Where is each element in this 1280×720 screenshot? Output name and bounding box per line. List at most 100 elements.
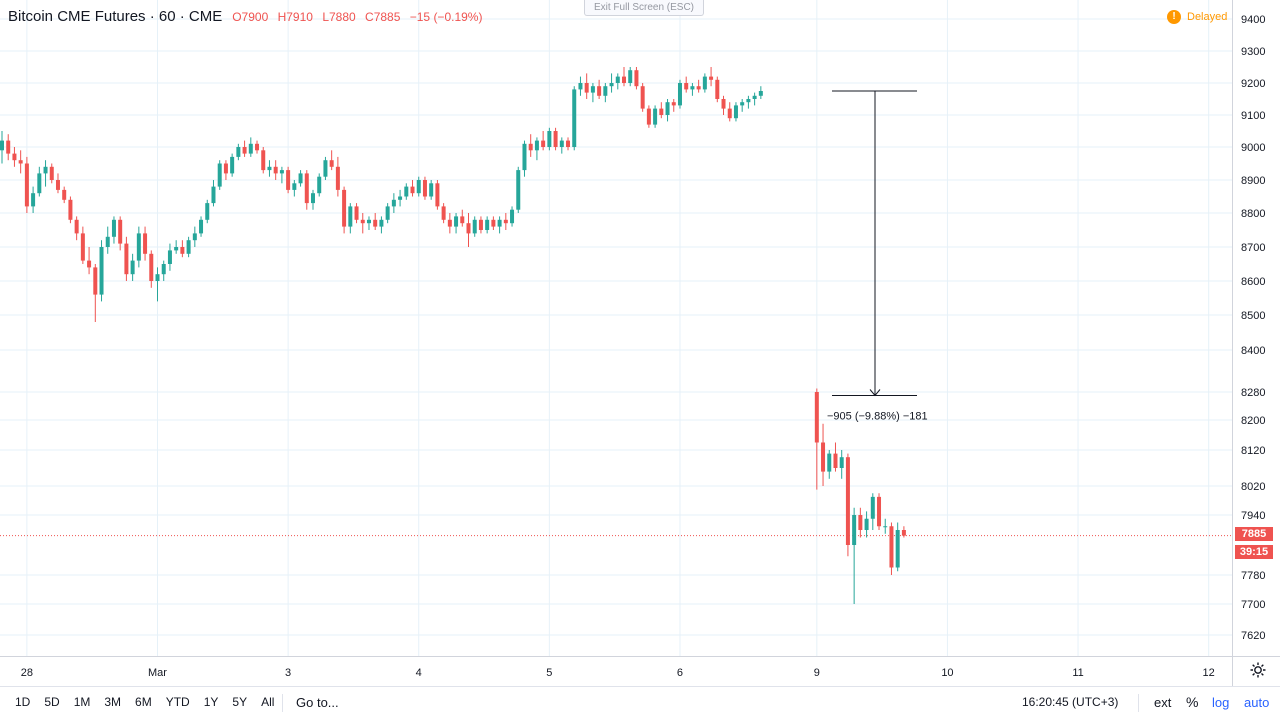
candle-down	[466, 223, 471, 234]
time-tick-label: 4	[416, 667, 422, 679]
candle-down	[354, 206, 359, 220]
candle-up	[559, 140, 564, 147]
time-tick-label: 12	[1203, 667, 1215, 679]
candle-down	[255, 143, 260, 151]
price-axis: 9400 9300 9200 9100 9000 8900 8800 8700 8600 8500…	[1232, 0, 1265, 686]
candle-down	[180, 247, 185, 254]
candle-down	[62, 189, 67, 200]
candle-down	[286, 170, 291, 190]
candle-down	[889, 526, 894, 568]
candle-down	[80, 233, 85, 261]
candle-up	[317, 176, 322, 194]
symbol-legend: Bitcoin CME Futures · 60 · CME O7900 H79…	[8, 8, 488, 25]
range-button-1m[interactable]: 1M	[73, 695, 91, 709]
bottom-toolbar: 1D 5D 1M 3M 6M YTD 1Y 5Y All Go to... 16:20:45 (…	[0, 686, 1280, 720]
candle-down	[845, 457, 850, 545]
candle-down	[93, 267, 98, 295]
price-tick-label: 9300	[1241, 46, 1265, 58]
chart-grid	[0, 0, 1232, 656]
candle-down	[721, 99, 726, 109]
measure-label: −905 (−9.88%) −181	[827, 411, 928, 423]
candle-down	[87, 260, 92, 268]
range-button-3m[interactable]: 3M	[104, 695, 122, 709]
bar-countdown-tag: 39:15	[1235, 545, 1273, 559]
exit-fullscreen-button[interactable]: Exit Full Screen (ESC)	[584, 0, 704, 16]
candle-down	[447, 219, 452, 227]
range-button-5d[interactable]: 5D	[44, 695, 60, 709]
candle-down	[12, 153, 17, 161]
candle-up	[578, 83, 583, 90]
goto-button[interactable]: Go to...	[296, 695, 339, 710]
candle-down	[833, 453, 838, 468]
price-tick-label: 8900	[1241, 175, 1265, 187]
candle-up	[161, 264, 166, 275]
candle-up	[690, 86, 695, 90]
candle-up	[298, 173, 303, 184]
candle-down	[410, 186, 415, 194]
measure-tool: −905 (−9.88%) −181	[827, 90, 928, 423]
candle-up	[653, 108, 658, 125]
candle-up	[230, 156, 235, 174]
auto-scale-toggle[interactable]: auto	[1244, 695, 1270, 710]
ohlc-open: O7900	[232, 10, 269, 24]
candle-down	[422, 180, 427, 197]
candle-up	[609, 83, 614, 87]
candle-down	[118, 219, 123, 244]
ohlc-change: −15 (−0.19%)	[409, 10, 483, 24]
candle-down	[55, 180, 60, 190]
price-tick-label: 9100	[1241, 110, 1265, 122]
range-button-all[interactable]: All	[261, 695, 275, 709]
candle-up	[454, 216, 459, 227]
price-tick-label: 8500	[1241, 310, 1265, 322]
price-tick-label: 7940	[1241, 510, 1265, 522]
candle-down	[541, 140, 546, 147]
candle-up	[883, 526, 888, 528]
time-tick-label: 3	[285, 667, 291, 679]
candle-down	[696, 86, 701, 90]
toolbar-divider-right	[1138, 694, 1139, 712]
candle-down	[329, 160, 334, 167]
candle-up	[292, 183, 297, 190]
candle-up	[248, 143, 253, 154]
range-button-1d[interactable]: 1D	[15, 695, 31, 709]
candle-up	[136, 233, 141, 261]
candle-up	[348, 206, 353, 227]
candle-up	[665, 102, 670, 115]
settings-gear-icon[interactable]	[1248, 660, 1268, 680]
time-tick-label: 28	[21, 667, 33, 679]
candle-up	[746, 99, 751, 103]
range-button-6m[interactable]: 6M	[135, 695, 152, 709]
price-tick-label: 7780	[1241, 570, 1265, 582]
log-scale-toggle[interactable]: log	[1212, 695, 1230, 710]
candle-down	[646, 108, 651, 125]
candle-up	[267, 166, 272, 171]
ohlc-high: H7910	[277, 10, 313, 24]
range-button-5y[interactable]: 5Y	[232, 695, 248, 709]
delayed-badge[interactable]: ! Delayed	[1167, 10, 1227, 24]
candle-up	[603, 86, 608, 96]
candle-down	[671, 102, 676, 106]
candle-up	[99, 247, 104, 295]
candle-down	[18, 160, 23, 164]
candle-down	[335, 166, 340, 190]
candle-up	[192, 233, 197, 241]
candles	[0, 67, 906, 604]
timezone-clock[interactable]: 16:20:45 (UTC+3)	[1022, 695, 1119, 709]
price-tick-label: 9400	[1241, 14, 1265, 26]
symbol-title[interactable]: Bitcoin CME Futures · 60 · CME	[8, 8, 223, 25]
range-button-1y[interactable]: 1Y	[203, 695, 219, 709]
candle-down	[553, 131, 558, 147]
percent-scale-toggle[interactable]: %	[1186, 694, 1199, 710]
candle-up	[279, 170, 284, 174]
candle-down	[74, 219, 79, 234]
price-chart[interactable]: −905 (−9.88%) −181 9400 9300 9200 9100 9000 8…	[0, 0, 1280, 686]
extended-hours-toggle[interactable]: ext	[1154, 695, 1172, 710]
candle-down	[435, 183, 440, 207]
candle-up	[43, 166, 48, 174]
candle-up	[702, 76, 707, 90]
candle-down	[441, 206, 446, 220]
candle-down	[584, 83, 589, 93]
range-button-ytd[interactable]: YTD	[165, 695, 190, 709]
candle-down	[877, 496, 882, 527]
candle-up	[895, 530, 900, 568]
